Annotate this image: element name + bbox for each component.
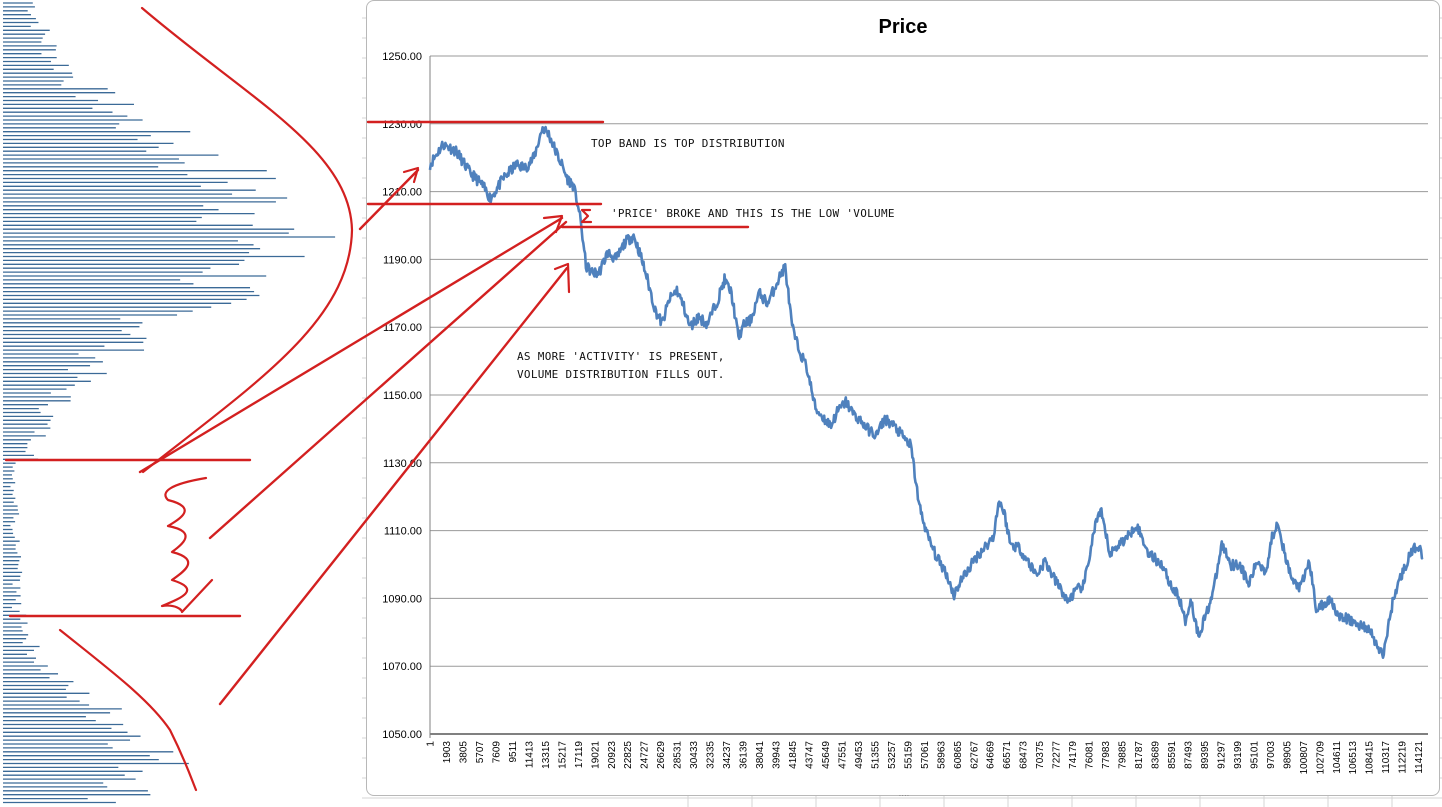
x-tick-label: 11413 (524, 741, 535, 769)
x-tick-label: 22825 (623, 741, 634, 769)
x-tick-label: 95101 (1249, 741, 1260, 769)
y-tick-label: 1190.00 (383, 254, 422, 266)
y-tick-label: 1210.00 (382, 187, 422, 199)
chart-gridlines (429, 55, 1428, 738)
y-tick-label: 1250.00 (382, 51, 422, 63)
x-tick-label: 62767 (969, 741, 980, 769)
x-tick-label: 9511 (508, 741, 519, 763)
x-tick-label: 32335 (706, 741, 717, 769)
arrow-from-gap-middle (208, 220, 568, 540)
x-tick-label: 7609 (491, 741, 502, 764)
x-tick-label: 20923 (607, 741, 618, 769)
y-tick-label: 1230.00 (382, 119, 422, 131)
arrowhead-top-band (402, 166, 420, 184)
x-tick-label: 108415 (1365, 741, 1376, 775)
x-tick-label: 87493 (1183, 741, 1194, 769)
x-tick-label: 76081 (1085, 741, 1096, 769)
arrow-from-volume-bottom (218, 266, 569, 706)
x-tick-label: 91297 (1216, 741, 1227, 769)
y-tick-label: 1070.00 (382, 661, 422, 673)
x-tick-label: 98905 (1282, 741, 1293, 769)
arrowhead-gap-middle (542, 214, 564, 234)
annotation-layer (4, 6, 750, 792)
y-tick-label: 1050.00 (382, 729, 422, 741)
lower-distribution-curve (58, 628, 198, 792)
x-tick-label: 30433 (689, 741, 700, 769)
x-tick-label: 36139 (739, 741, 750, 769)
x-tick-label: 110317 (1381, 741, 1392, 774)
x-tick-label: 97003 (1266, 741, 1277, 769)
x-tick-label: 1903 (442, 741, 453, 764)
x-tick-label: 83689 (1151, 741, 1162, 769)
y-tick-label: 1090.00 (382, 593, 422, 605)
x-tick-label: 74179 (1068, 741, 1079, 769)
x-axis-ticks: 1 1903 3805 5707 7609 9511 11413 13315 15217 1711… (426, 741, 1426, 775)
volume-profile-panel (0, 0, 362, 807)
y-axis-ticks: 1250.00 1230.00 1210.00 1190.00 1170.00 1150.… (382, 51, 422, 741)
y-tick-label: 1110.00 (384, 526, 422, 538)
x-tick-label: 19021 (590, 741, 601, 769)
x-tick-label: 104611 (1332, 741, 1343, 774)
x-tick-label: 85591 (1167, 741, 1178, 769)
x-tick-label: 81787 (1134, 741, 1145, 769)
x-tick-label: 38041 (755, 741, 766, 769)
x-tick-label: 55159 (903, 741, 914, 769)
y-tick-label: 1150.00 (383, 390, 422, 402)
annotation-price-broke: 'PRICE' BROKE AND THIS IS THE LOW 'VOLUM… (611, 207, 895, 220)
x-tick-label: 68473 (1019, 741, 1030, 769)
x-tick-label: 72277 (1052, 741, 1063, 769)
x-tick-label: 3805 (458, 741, 469, 764)
x-tick-label: 106513 (1348, 741, 1359, 775)
volume-panel-background (0, 0, 362, 807)
arrowhead-volume-bottom (553, 262, 571, 294)
x-tick-label: 57061 (920, 741, 931, 769)
x-tick-label: 28531 (673, 741, 684, 769)
annotation-activity-line2: VOLUME DISTRIBUTION FILLS OUT. (517, 368, 725, 381)
x-tick-label: 45649 (821, 741, 832, 769)
x-tick-label: 13315 (541, 741, 552, 769)
chart-resize-grip[interactable]: ···· (898, 791, 910, 800)
sigma-mark (580, 208, 593, 224)
x-tick-label: 70375 (1035, 741, 1046, 769)
x-tick-label: 60865 (953, 741, 964, 769)
y-tick-label: 1170.00 (383, 322, 422, 334)
x-tick-label: 26629 (656, 741, 667, 769)
x-tick-label: 17119 (574, 741, 585, 769)
x-tick-label: 49453 (854, 741, 865, 769)
x-tick-label: 66571 (1002, 741, 1013, 769)
y-tick-label: 1130.00 (383, 458, 422, 470)
x-tick-label: 114121 (1414, 741, 1425, 774)
x-tick-label: 43747 (804, 741, 815, 769)
x-tick-label: 53257 (887, 741, 898, 769)
x-tick-label: 34237 (722, 741, 733, 769)
x-tick-label: 15217 (557, 741, 568, 769)
series-group (428, 125, 1424, 659)
x-tick-label: 100807 (1299, 741, 1310, 775)
chart-title: Price (879, 16, 928, 38)
x-tick-label: 41845 (788, 741, 799, 769)
annotation-top-band: TOP BAND IS TOP DISTRIBUTION (591, 137, 785, 150)
x-tick-label: 24727 (640, 741, 651, 769)
arrow-to-top-band (358, 168, 420, 231)
x-tick-label: 89395 (1200, 741, 1211, 769)
x-tick-label: 112219 (1398, 741, 1409, 774)
arrow-from-gap-top (138, 216, 564, 474)
x-tick-label: 39943 (772, 741, 783, 769)
x-tick-label: 93199 (1233, 741, 1244, 769)
x-tick-label: 102709 (1315, 741, 1326, 775)
x-tick-label: 5707 (475, 741, 486, 764)
x-tick-label: 47551 (837, 741, 848, 769)
price-series-line (428, 125, 1424, 659)
x-tick-label: 51355 (870, 741, 881, 769)
distribution-squiggle (160, 476, 214, 614)
x-tick-label: 79885 (1118, 741, 1129, 769)
x-tick-label: 77983 (1101, 741, 1112, 769)
x-tick-label: 1 (426, 741, 437, 747)
x-tick-label: 58963 (936, 741, 947, 769)
x-tick-label: 64669 (986, 741, 997, 769)
volume-distribution-curve (140, 6, 354, 474)
annotation-activity-line1: AS MORE 'ACTIVITY' IS PRESENT, (517, 350, 725, 363)
